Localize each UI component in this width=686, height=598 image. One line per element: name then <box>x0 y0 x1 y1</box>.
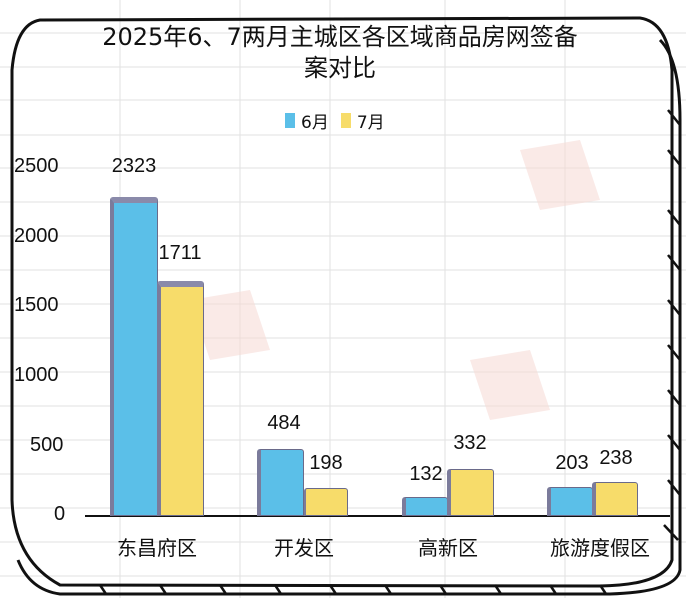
value-label: 198 <box>309 452 343 474</box>
value-label: 484 <box>267 412 301 434</box>
value-label: 238 <box>599 447 633 469</box>
y-tick-2500: 2500 <box>14 155 59 177</box>
bar-july-gaoxin <box>447 469 494 516</box>
legend-label-july: 7月 <box>356 113 385 133</box>
legend: 6月 7月 <box>285 108 385 133</box>
chart-title-line-2: 案对比 <box>304 54 376 82</box>
value-label: 1711 <box>158 242 202 264</box>
value-label: 2323 <box>111 155 157 177</box>
bar-july-kaifa <box>304 488 348 516</box>
x-category-dongchangfu: 东昌府区 <box>117 536 197 560</box>
legend-label-june: 6月 <box>301 113 329 133</box>
x-category-gaoxin: 高新区 <box>418 536 478 560</box>
bar-june-kaifa <box>257 449 304 516</box>
chart-title-line-1: 2025年6、7两月主城区各区域商品房网签备 <box>102 23 578 51</box>
value-label: 332 <box>453 432 487 454</box>
x-category-kaifa: 开发区 <box>274 536 334 560</box>
x-axis-line <box>85 515 670 517</box>
bar-june-lvyou <box>547 487 593 516</box>
chart-title: 2025年6、7两月主城区各区域商品房网签备 案对比 <box>60 22 620 84</box>
x-category-lvyou: 旅游度假区 <box>550 536 650 560</box>
bar-july-lvyou <box>592 482 638 516</box>
y-tick-0: 0 <box>54 503 66 525</box>
y-tick-1500: 1500 <box>14 294 59 316</box>
value-label: 132 <box>409 463 443 485</box>
value-label: 203 <box>555 452 589 474</box>
y-tick-1000: 1000 <box>14 364 59 386</box>
y-tick-2000: 2000 <box>14 225 59 247</box>
bar-june-gaoxin <box>402 497 448 516</box>
legend-swatch-july <box>340 113 351 128</box>
bar-june-dongchangfu <box>110 197 158 516</box>
legend-swatch-june <box>285 113 295 128</box>
y-tick-500: 500 <box>30 434 64 456</box>
bar-july-dongchangfu <box>157 281 204 516</box>
